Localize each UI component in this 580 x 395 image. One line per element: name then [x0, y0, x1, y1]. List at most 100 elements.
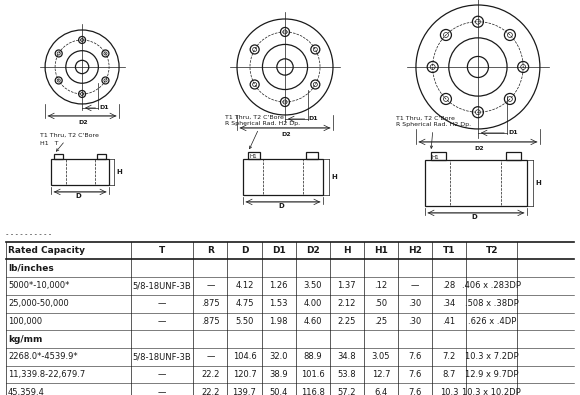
Text: 7.6: 7.6	[408, 387, 422, 395]
Text: .875: .875	[201, 317, 220, 326]
Text: 12.9 x 9.7DP: 12.9 x 9.7DP	[465, 370, 519, 379]
Text: D2: D2	[78, 120, 88, 126]
Text: 7.6: 7.6	[408, 370, 422, 379]
Text: 38.9: 38.9	[269, 370, 288, 379]
Text: 3.50: 3.50	[303, 282, 322, 290]
Text: H: H	[116, 169, 122, 175]
Bar	[506, 152, 521, 160]
Text: 57.2: 57.2	[338, 387, 356, 395]
Text: 139.7: 139.7	[233, 387, 256, 395]
Text: D1: D1	[309, 117, 318, 121]
Text: —: —	[206, 282, 215, 290]
Text: H2: H2	[408, 246, 422, 255]
Text: H1: H1	[432, 155, 440, 160]
Text: 3.05: 3.05	[372, 352, 390, 361]
Text: D2: D2	[474, 147, 484, 151]
Text: .626 x .4DP: .626 x .4DP	[467, 317, 516, 326]
Bar	[51, 159, 109, 185]
Text: —: —	[158, 299, 166, 308]
Text: 101.6: 101.6	[301, 370, 325, 379]
Text: .406 x .283DP: .406 x .283DP	[462, 282, 521, 290]
Text: lb/inches: lb/inches	[8, 264, 54, 273]
Text: —: —	[206, 352, 215, 361]
Text: T: T	[159, 246, 165, 255]
Text: 1.53: 1.53	[269, 299, 288, 308]
Text: D: D	[241, 246, 248, 255]
Text: 104.6: 104.6	[233, 352, 256, 361]
Text: D1: D1	[99, 105, 109, 111]
Text: H: H	[535, 180, 541, 186]
Text: 1.37: 1.37	[338, 282, 356, 290]
Bar	[431, 152, 446, 160]
Text: 1.98: 1.98	[269, 317, 288, 326]
Text: D: D	[471, 214, 477, 220]
Text: D1: D1	[272, 246, 285, 255]
Text: 4.00: 4.00	[303, 299, 322, 308]
Text: 5/8-18UNF-3B: 5/8-18UNF-3B	[133, 282, 191, 290]
Text: —: —	[158, 387, 166, 395]
Text: 4.12: 4.12	[235, 282, 253, 290]
Text: Rated Capacity: Rated Capacity	[8, 246, 85, 255]
Text: —: —	[158, 317, 166, 326]
Bar	[425, 160, 527, 206]
Text: 12.7: 12.7	[372, 370, 390, 379]
Text: .50: .50	[374, 299, 387, 308]
Text: .34: .34	[443, 299, 456, 308]
Text: 7.6: 7.6	[408, 352, 422, 361]
Text: —: —	[411, 282, 419, 290]
Text: - - - - - - - - - -: - - - - - - - - - -	[6, 231, 51, 237]
Text: H: H	[343, 246, 351, 255]
Text: 22.2: 22.2	[201, 370, 220, 379]
Text: 4.75: 4.75	[235, 299, 254, 308]
Text: T1 Thru, T2 C'Bore
R Spherical Rad. H2 Dp.: T1 Thru, T2 C'Bore R Spherical Rad. H2 D…	[225, 115, 300, 149]
Text: .508 x .38DP: .508 x .38DP	[465, 299, 519, 308]
Text: 120.7: 120.7	[233, 370, 256, 379]
Text: 88.9: 88.9	[303, 352, 322, 361]
Text: .28: .28	[443, 282, 456, 290]
Text: D2: D2	[306, 246, 320, 255]
Text: 8.7: 8.7	[443, 370, 456, 379]
Text: 10.3: 10.3	[440, 387, 458, 395]
Text: .30: .30	[408, 299, 422, 308]
Text: H1: H1	[249, 154, 256, 159]
Text: 100,000: 100,000	[8, 317, 42, 326]
Text: kg/mm: kg/mm	[8, 335, 42, 344]
Text: H1   T: H1 T	[40, 141, 59, 146]
Text: 2268.0*-4539.9*: 2268.0*-4539.9*	[8, 352, 78, 361]
Text: 1.26: 1.26	[269, 282, 288, 290]
Text: 32.0: 32.0	[269, 352, 288, 361]
Text: 50.4: 50.4	[270, 387, 288, 395]
Bar	[243, 159, 323, 195]
Text: .41: .41	[443, 317, 456, 326]
Text: D: D	[278, 203, 284, 209]
Bar	[97, 154, 106, 159]
Text: D2: D2	[281, 132, 291, 137]
Text: .25: .25	[374, 317, 387, 326]
Text: 25,000-50,000: 25,000-50,000	[8, 299, 69, 308]
Text: 5/8-18UNF-3B: 5/8-18UNF-3B	[133, 352, 191, 361]
Text: 10.3 x 7.2DP: 10.3 x 7.2DP	[465, 352, 519, 361]
Text: 22.2: 22.2	[201, 387, 220, 395]
Text: 10.3 x 10.2DP: 10.3 x 10.2DP	[462, 387, 521, 395]
Bar	[306, 152, 318, 159]
Text: —: —	[158, 370, 166, 379]
Text: 53.8: 53.8	[338, 370, 356, 379]
Text: T2: T2	[485, 246, 498, 255]
Text: 116.8: 116.8	[301, 387, 325, 395]
Text: H1: H1	[374, 246, 388, 255]
Text: H: H	[331, 174, 337, 180]
Text: .875: .875	[201, 299, 220, 308]
Text: 5000*-10,000*: 5000*-10,000*	[8, 282, 70, 290]
Text: 6.4: 6.4	[374, 387, 387, 395]
Text: .12: .12	[374, 282, 387, 290]
Text: T1: T1	[443, 246, 455, 255]
Text: 34.8: 34.8	[338, 352, 356, 361]
Text: R: R	[207, 246, 214, 255]
Bar	[54, 154, 63, 159]
Text: T1 Thru, T2 C'Bore
R Spherical Rad. H2 Dp.: T1 Thru, T2 C'Bore R Spherical Rad. H2 D…	[396, 116, 471, 149]
Text: D: D	[75, 193, 81, 199]
Text: 7.2: 7.2	[443, 352, 456, 361]
Bar	[248, 152, 260, 159]
Text: 2.12: 2.12	[338, 299, 356, 308]
Text: 5.50: 5.50	[235, 317, 253, 326]
